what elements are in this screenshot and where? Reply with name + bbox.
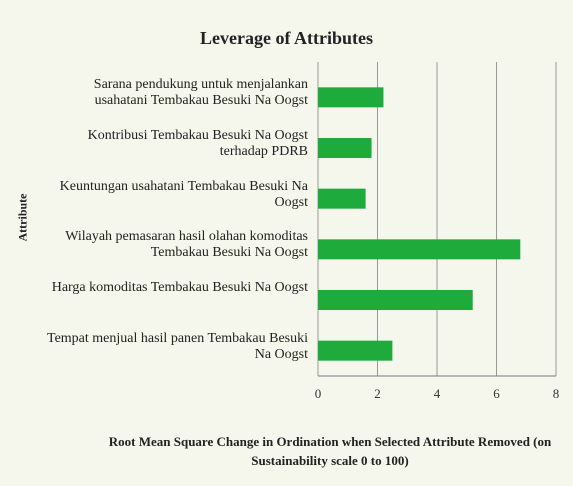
y-tick-label: Sarana pendukung untuk menjalankan usaha… xyxy=(93,77,308,109)
chart-title: Leverage of Attributes xyxy=(200,28,373,48)
bar xyxy=(318,239,521,260)
x-axis-label: Root Mean Square Change in Ordination wh… xyxy=(108,434,552,468)
bar xyxy=(318,138,372,158)
x-tick-label: 4 xyxy=(433,386,441,401)
y-tick-label: Keuntungan usahatani Tembakau Besuki Na … xyxy=(59,178,308,210)
bar xyxy=(318,188,366,209)
x-tick-label: 8 xyxy=(552,386,560,401)
y-tick-label: Wilayah pemasaran hasil olahan komoditas… xyxy=(65,229,308,261)
y-tick-label: Tempat menjual hasil panen Tembakau Besu… xyxy=(47,330,308,362)
y-tick-label: Harga komoditas Tembakau Besuki Na Oogst xyxy=(51,280,308,295)
x-tick-label: 2 xyxy=(374,386,381,401)
bar xyxy=(318,87,384,108)
bar xyxy=(318,340,393,361)
x-tick-label: 6 xyxy=(493,386,500,401)
y-tick-label: Kontribusi Tembakau Besuki Na Oogst terh… xyxy=(87,128,308,159)
x-tick-label: 0 xyxy=(314,386,322,401)
y-axis-label: Attribute xyxy=(15,193,30,242)
bar xyxy=(318,290,473,310)
